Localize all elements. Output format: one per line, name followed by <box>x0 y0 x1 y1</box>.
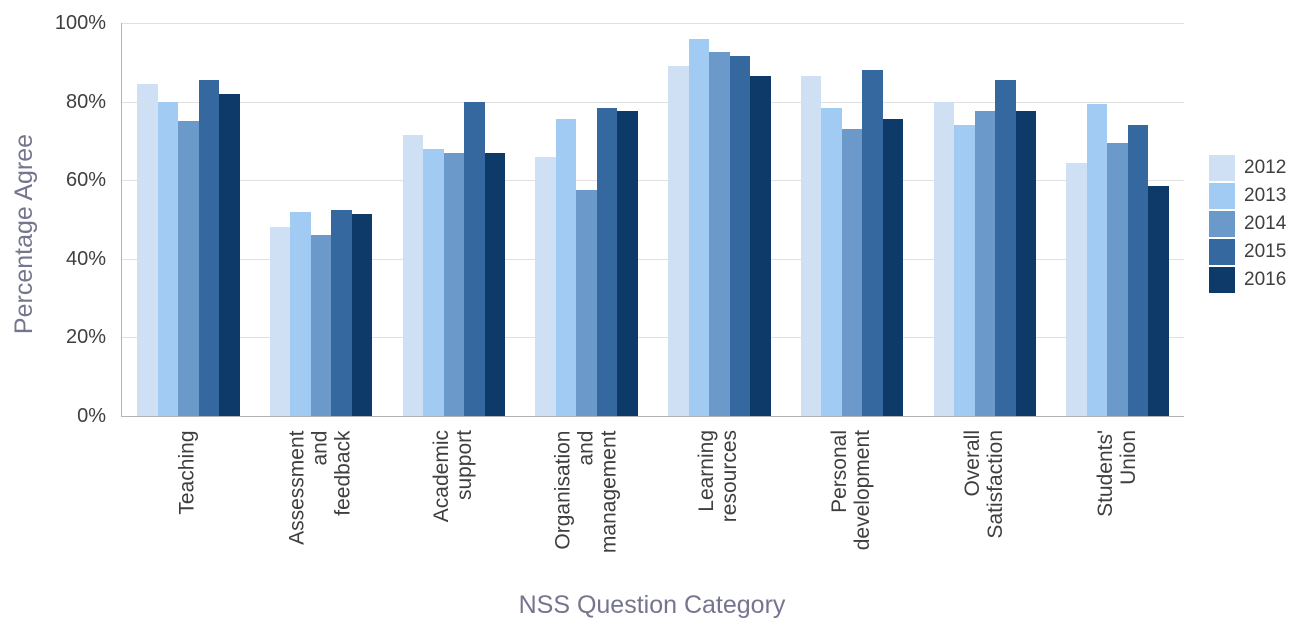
gridline-80 <box>122 101 1184 103</box>
legend-item-2012: 2012 <box>1209 155 1286 181</box>
y-tick-label-0: 0% <box>77 405 106 427</box>
gridline-60 <box>122 180 1184 182</box>
legend-label-2014: 2014 <box>1244 213 1287 234</box>
bar-2016-category-8 <box>1148 186 1169 416</box>
bar-2013-category-7 <box>954 125 975 416</box>
bar-2016-category-5 <box>750 76 771 416</box>
legend-label-2013: 2013 <box>1244 185 1287 206</box>
bar-2015-category-8 <box>1127 125 1149 416</box>
bar-2016-category-6 <box>882 119 904 416</box>
y-tick-label-80: 80% <box>65 90 106 113</box>
x-category-label-8: Students' Union <box>1093 430 1140 517</box>
bar-2016-category-1 <box>219 93 240 416</box>
bar-2016-category-2 <box>351 213 373 416</box>
legend-swatch-2015 <box>1209 239 1235 265</box>
bar-2012-category-8 <box>1066 162 1087 416</box>
legend-label-2015: 2015 <box>1244 241 1287 262</box>
bar-2014-category-2 <box>310 235 332 416</box>
bar-2014-category-8 <box>1107 142 1128 416</box>
bar-2014-category-7 <box>974 111 996 416</box>
bar-2014-category-3 <box>443 152 465 416</box>
plot-area <box>121 23 1184 417</box>
bar-2012-category-7 <box>933 101 955 416</box>
bar-2012-category-6 <box>800 76 822 416</box>
bar-group-overall-satisfaction <box>919 23 1052 416</box>
bar-2014-category-6 <box>841 129 863 416</box>
bar-2012-category-2 <box>269 227 291 416</box>
legend-swatch-2014 <box>1209 211 1235 237</box>
bar-2013-category-5 <box>688 38 710 416</box>
y-tick-label-40: 40% <box>65 247 106 270</box>
bar-2015-category-4 <box>596 107 618 416</box>
gridline-100 <box>122 23 1184 24</box>
bar-2015-category-2 <box>331 209 352 416</box>
x-category-label-2: Assessment and feedback <box>285 430 355 545</box>
bar-2013-category-2 <box>290 211 311 416</box>
bar-2012-category-3 <box>402 135 424 416</box>
bar-group-assessment-and-feedback <box>255 23 388 416</box>
bar-2012-category-1 <box>137 83 158 416</box>
legend: 2012 2013 2014 2015 2016 <box>1209 155 1286 293</box>
y-tick-label-20: 20% <box>65 326 106 349</box>
legend-item-2015: 2015 <box>1209 239 1286 265</box>
legend-label-2012: 2012 <box>1244 157 1287 178</box>
x-category-label-6: Personal development <box>828 430 875 551</box>
legend-swatch-2013 <box>1209 183 1235 209</box>
bar-group-teaching <box>122 23 255 416</box>
x-category-label-1: Teaching <box>175 430 199 515</box>
bar-2012-category-5 <box>668 66 689 416</box>
legend-item-2016: 2016 <box>1209 267 1286 293</box>
bar-2013-category-6 <box>821 107 842 416</box>
bar-2015-category-1 <box>198 80 220 416</box>
bar-2016-category-4 <box>617 111 638 416</box>
bar-2013-category-4 <box>555 119 577 416</box>
bar-2014-category-1 <box>178 121 199 416</box>
legend-swatch-2016 <box>1209 267 1235 293</box>
bar-2016-category-7 <box>1015 111 1037 416</box>
legend-label-2016: 2016 <box>1244 269 1287 290</box>
bar-group-academic-support <box>388 23 521 416</box>
legend-item-2014: 2014 <box>1209 211 1286 237</box>
bar-2015-category-5 <box>729 56 751 416</box>
bar-2015-category-3 <box>464 101 485 416</box>
bar-group-students'-union <box>1051 23 1184 416</box>
x-category-label-4: Organisation and management <box>551 430 621 553</box>
bar-2013-category-8 <box>1086 103 1108 416</box>
bar-group-personal-development <box>786 23 919 416</box>
bar-2015-category-6 <box>862 70 883 416</box>
bar-2014-category-4 <box>576 190 597 416</box>
bar-group-learning-resources <box>653 23 786 416</box>
x-category-label-5: Learning resources <box>695 430 742 523</box>
bar-2014-category-5 <box>709 52 730 416</box>
bar-2013-category-1 <box>157 101 179 416</box>
y-tick-label-100: 100% <box>54 12 106 34</box>
legend-item-2013: 2013 <box>1209 183 1286 209</box>
legend-swatch-2012 <box>1209 155 1235 181</box>
bar-2015-category-7 <box>995 80 1016 416</box>
x-category-label-7: Overall Satisfaction <box>960 430 1007 539</box>
x-axis-title: NSS Question Category <box>518 591 786 619</box>
gridline-20 <box>122 337 1184 339</box>
bar-2016-category-3 <box>484 152 506 416</box>
bar-group-organisation-and-management <box>520 23 653 416</box>
x-category-label-3: Academic support <box>429 430 476 523</box>
bar-2013-category-3 <box>423 148 444 416</box>
y-tick-label-60: 60% <box>65 169 106 192</box>
bar-2012-category-4 <box>535 156 556 416</box>
gridline-40 <box>122 258 1184 260</box>
